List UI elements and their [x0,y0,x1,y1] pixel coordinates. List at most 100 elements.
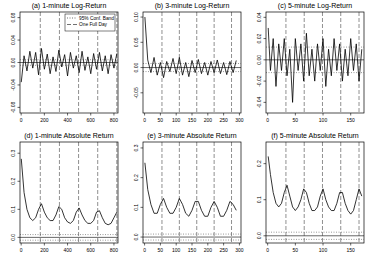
panel: (b) 3-minute Log-Return05010015020025030… [133,2,244,123]
x-tick [44,243,45,246]
x-tick-label: 800 [110,247,119,253]
panel: (f) 5-minute Absolute Return0501001500.0… [256,132,364,253]
plot-area [143,142,241,243]
x-tick-label: 50 [158,247,164,253]
day-line [359,12,360,113]
y-tick-label: 0.05 [133,37,139,47]
day-line [59,12,60,113]
plot-area [20,142,118,243]
day-line [161,142,162,243]
y-tick-label: 0.00 [10,57,16,67]
y-tick-label: 0.02 [256,33,262,43]
x-tick-label: 800 [110,117,119,123]
day-line [179,142,180,243]
y-tick [18,62,21,63]
x-tick [90,113,91,116]
x-tick [239,113,240,116]
x-tick [176,243,177,246]
day-line [304,142,305,243]
legend-swatch [67,24,77,25]
y-tick-label: -0.04 [10,79,16,91]
x-tick [295,243,296,246]
day-line [214,12,215,113]
x-tick [67,243,68,246]
x-tick-label: 0 [266,117,269,123]
x-tick [113,113,114,116]
y-tick [141,177,144,178]
conf-band [266,47,364,48]
series-line [21,48,117,82]
x-tick-label: 50 [158,117,164,123]
x-tick-label: 400 [63,247,72,253]
plot-frame [20,142,118,243]
x-tick [21,243,22,246]
x-tick [144,113,145,116]
conf-band [143,234,241,235]
day-line [161,12,162,113]
y-tick [141,237,144,238]
y-tick [264,102,267,103]
series-line [145,163,236,216]
x-tick-label: 600 [87,117,96,123]
y-tick-label: -0.05 [133,87,139,99]
day-line [231,142,232,243]
day-line [214,142,215,243]
y-tick-label: 0.1 [256,196,262,203]
day-line [196,142,197,243]
x-tick [323,113,324,116]
x-tick-label: 0 [20,247,23,253]
series-line [268,28,362,102]
x-tick [295,113,296,116]
x-tick [144,243,145,246]
day-line [78,142,79,243]
day-line [322,142,323,243]
y-tick [264,17,267,18]
legend-label: One Full Day [79,22,108,27]
x-tick [113,243,114,246]
plot-frame [20,12,118,113]
x-tick-label: 150 [188,117,197,123]
y-tick-label: 0.0 [256,232,262,239]
legend: 95% Conf. BandOne Full Day [65,14,115,31]
y-tick-label: -0.02 [256,75,262,87]
conf-band [143,240,241,241]
x-tick [223,113,224,116]
x-tick [207,243,208,246]
panel-title: (a) 1-minute Log-Return [32,2,107,10]
y-tick [18,40,21,41]
y-tick-label: 0.10 [133,12,139,22]
x-tick-label: 100 [319,247,328,253]
legend-swatch [67,18,77,19]
panel-title: (e) 3-minute Absolute Return [147,132,237,140]
day-line [359,142,360,243]
y-tick-label: 0.04 [256,12,262,22]
x-tick [90,243,91,246]
panel-title: (b) 3-minute Log-Return [155,2,230,10]
y-tick [264,235,267,236]
y-tick [141,17,144,18]
panel: (d) 1-minute Absolute Return020040060080… [10,132,118,253]
y-tick-label: 0.00 [256,55,262,65]
plot-area [143,12,241,113]
plot-area [266,12,364,113]
plot-frame [143,12,241,113]
x-tick [267,243,268,246]
day-line [179,12,180,113]
x-tick [160,243,161,246]
x-tick [207,113,208,116]
y-tick [18,237,21,238]
day-line [285,142,286,243]
y-tick [141,92,144,93]
x-tick-label: 0 [20,117,23,123]
day-line [116,142,117,243]
x-tick-label: 150 [188,247,197,253]
x-tick-label: 150 [347,117,356,123]
x-tick-label: 200 [204,117,213,123]
x-tick-label: 150 [347,247,356,253]
y-tick [18,84,21,85]
x-tick-label: 200 [40,247,49,253]
y-tick [141,147,144,148]
conf-band [266,232,364,233]
panel: (e) 3-minute Absolute Return050100150200… [133,132,244,253]
x-tick-label: 250 [219,247,228,253]
